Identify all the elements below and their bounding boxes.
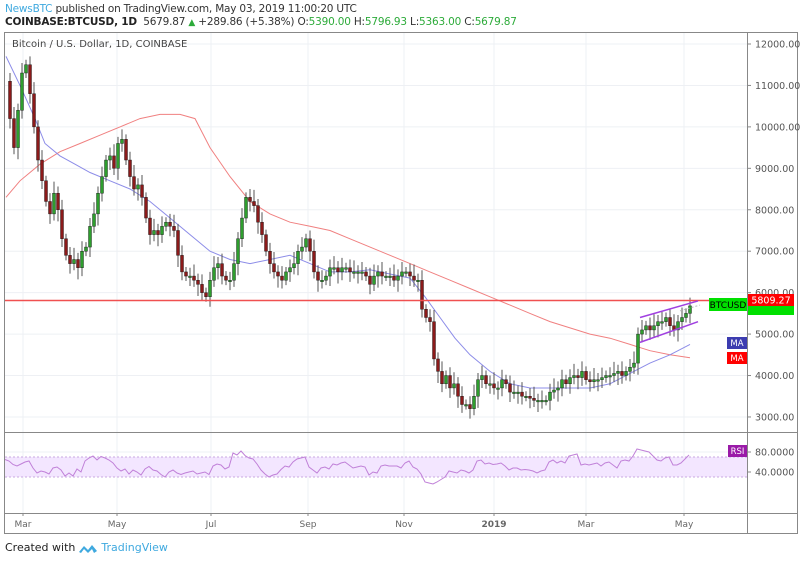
svg-text:7000.00: 7000.00	[755, 247, 794, 258]
low-label: L:	[410, 16, 420, 28]
ma-fast-line	[5, 56, 691, 389]
svg-text:5000.00: 5000.00	[755, 330, 794, 341]
rsi-axis[interactable]: 80.0000 40.0000	[747, 448, 794, 479]
open-label: O:	[297, 16, 309, 28]
svg-text:10000.00: 10000.00	[755, 122, 800, 133]
resistance-price-tag	[748, 294, 794, 306]
close-label: C:	[464, 16, 475, 28]
svg-text:40.0000: 40.0000	[755, 468, 794, 479]
ohlc-header: COINBASE:BTCUSD, 1D 5679.87 ▲ +289.86 (+…	[5, 16, 517, 28]
svg-text:Jul: Jul	[205, 520, 217, 530]
svg-text:6000.00: 6000.00	[755, 288, 794, 299]
ma-slow-label: MA	[730, 354, 743, 364]
last-price: 5679.87	[143, 16, 186, 28]
chart-title: Bitcoin / U.S. Dollar, 1D, COINBASE	[12, 39, 187, 50]
high-value: 5796.93	[364, 16, 407, 28]
svg-text:May: May	[675, 520, 694, 530]
rsi-line	[4, 448, 690, 485]
publisher-link[interactable]: NewsBTC	[5, 3, 53, 15]
svg-text:May: May	[108, 520, 127, 530]
rsi-label: RSI	[731, 447, 745, 457]
price-change: +289.86 (+5.38%)	[198, 16, 295, 28]
published-text: published on TradingView.com, May 03, 20…	[55, 3, 357, 15]
svg-text:8000.00: 8000.00	[755, 205, 794, 216]
resistance-price-label: 5809.27	[751, 296, 790, 307]
svg-text:Nov: Nov	[395, 520, 413, 530]
ma-slow-line	[5, 113, 691, 359]
candlesticks	[8, 56, 692, 419]
chart-frame	[4, 32, 798, 534]
svg-text:3000.00: 3000.00	[755, 412, 794, 423]
ascending-channel[interactable]	[639, 300, 701, 344]
low-value: 5363.00	[419, 16, 462, 28]
svg-text:9000.00: 9000.00	[755, 164, 794, 175]
ma-fast-label: MA	[730, 339, 743, 349]
tradingview-logo-icon	[79, 544, 98, 553]
footer: Created with TradingView	[5, 541, 168, 554]
publish-info: NewsBTC published on TradingView.com, Ma…	[5, 3, 357, 15]
close-value: 5679.87	[474, 16, 517, 28]
up-arrow-icon: ▲	[188, 18, 196, 28]
btcusd-label-bg	[709, 298, 747, 311]
grid-lines	[5, 33, 747, 513]
svg-text:2019: 2019	[481, 520, 506, 530]
svg-text:4000.00: 4000.00	[755, 371, 794, 382]
axis-labels: BTCUSD 5809.27 MA MA RSI	[709, 294, 794, 457]
svg-text:Mar: Mar	[578, 520, 595, 530]
created-with-text: Created with	[5, 541, 76, 554]
symbol-label: COINBASE:BTCUSD, 1D	[5, 16, 137, 28]
rsi-tag	[728, 445, 747, 457]
btcusd-label: BTCUSD	[710, 301, 747, 311]
time-axis[interactable]: Mar May Jul Sep Nov 2019 Mar May	[15, 513, 694, 530]
svg-text:80.0000: 80.0000	[755, 448, 794, 459]
open-value: 5390.00	[308, 16, 351, 28]
high-label: H:	[353, 16, 365, 28]
svg-text:11000.00: 11000.00	[755, 81, 800, 92]
svg-text:12000.00: 12000.00	[755, 40, 800, 51]
ma-slow-tag	[727, 352, 747, 364]
svg-text:Mar: Mar	[15, 520, 32, 530]
price-axis[interactable]: 12000.00 11000.00 10000.00 9000.00 8000.00 70…	[747, 40, 800, 424]
svg-text:Sep: Sep	[300, 520, 317, 530]
tradingview-link[interactable]: TradingView	[101, 541, 168, 554]
ma-fast-tag	[727, 337, 747, 349]
